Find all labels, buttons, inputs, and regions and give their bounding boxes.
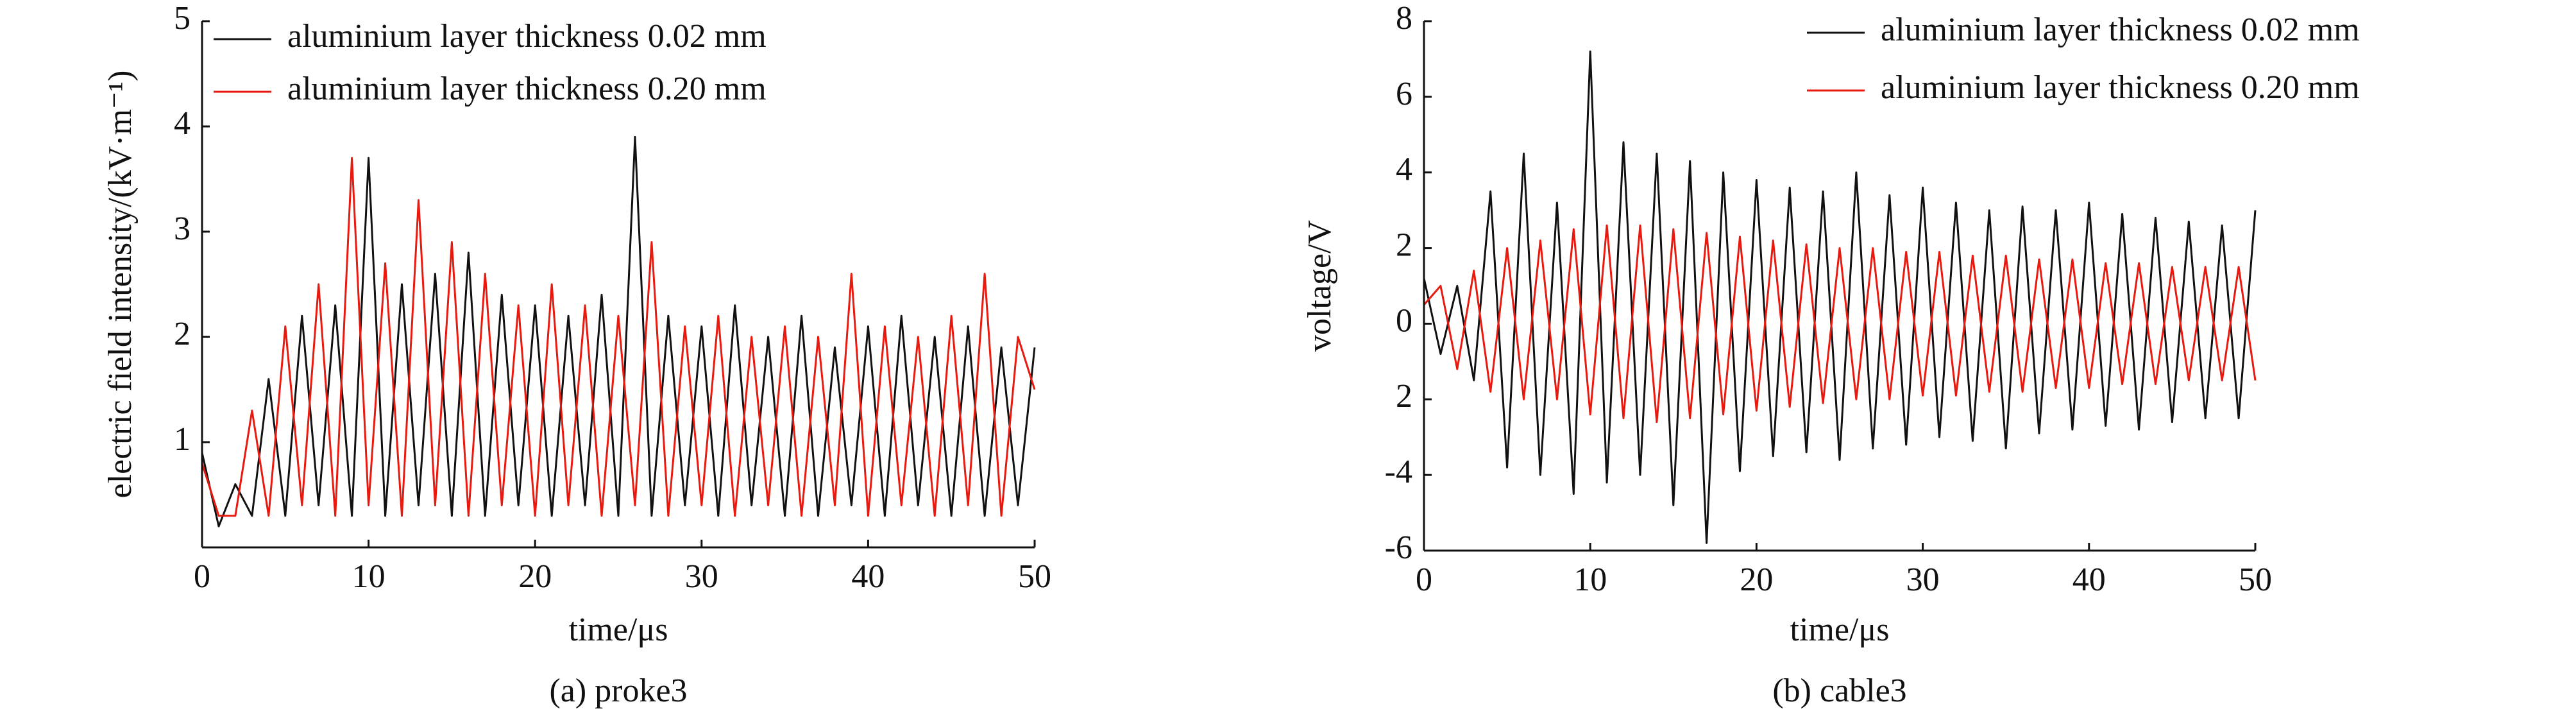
y-axis-label: voltage/V [1301, 220, 1338, 352]
y-tick-label: 2 [1396, 227, 1412, 264]
series-line [201, 157, 1036, 517]
x-tick-label: 40 [2072, 561, 2106, 598]
y-tick-label: 4 [174, 105, 191, 142]
x-tick-label: 10 [1573, 561, 1607, 598]
y-tick-label: 1 [174, 421, 191, 458]
legend-label: aluminium layer thickness 0.20 mm [1881, 69, 2360, 106]
y-tick-label: 6 [1396, 76, 1412, 112]
y-tick-label: -6 [1385, 529, 1412, 566]
series-line [201, 135, 1036, 527]
x-tick-label: 20 [1740, 561, 1773, 598]
x-tick-label: 0 [1416, 561, 1432, 598]
legend-label: aluminium layer thickness 0.02 mm [1881, 12, 2360, 48]
caption: (a) proke3 [549, 673, 687, 709]
caption: (b) cable3 [1772, 673, 1906, 709]
y-tick-label: 2 [174, 316, 191, 352]
series-line [1423, 224, 2257, 424]
y-tick-label: 2 [1396, 378, 1412, 415]
x-tick-label: 20 [518, 558, 552, 595]
y-tick-label: 8 [1396, 0, 1412, 37]
y-tick-label: 3 [174, 210, 191, 247]
x-tick-label: 30 [1906, 561, 1940, 598]
legend-label: aluminium layer thickness 0.02 mm [287, 18, 767, 55]
y-tick-label: -4 [1385, 454, 1412, 490]
x-axis-label: time/μs [1790, 612, 1890, 648]
x-tick-label: 0 [194, 558, 210, 595]
series-line [1423, 50, 2257, 544]
y-tick-label: 0 [1396, 302, 1412, 339]
x-tick-label: 50 [2239, 561, 2272, 598]
legend-label: aluminium layer thickness 0.20 mm [287, 71, 767, 107]
y-axis-label: electric field intensity/(kV·m⁻¹) [102, 71, 139, 499]
y-tick-label: 4 [1396, 151, 1412, 188]
x-tick-label: 50 [1018, 558, 1051, 595]
x-axis-label: time/μs [569, 612, 668, 648]
x-tick-label: 30 [685, 558, 718, 595]
x-tick-label: 40 [851, 558, 885, 595]
x-tick-label: 10 [352, 558, 386, 595]
y-tick-label: 5 [174, 0, 191, 37]
